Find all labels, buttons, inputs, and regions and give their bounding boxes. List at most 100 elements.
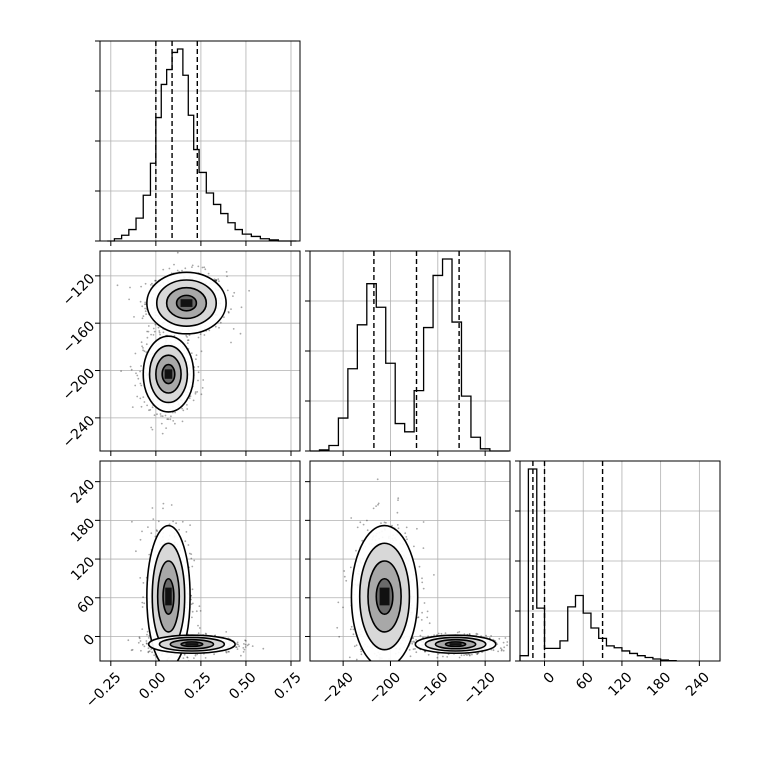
scatter-point [151,507,154,509]
scatter-point [204,632,207,635]
scatter-point [135,372,137,375]
scatter-point [160,415,162,417]
scatter-point [201,387,204,389]
scatter-point [233,291,236,294]
scatter-point [468,633,471,636]
scatter-point [157,520,160,523]
scatter-point [147,637,150,639]
scatter-point [405,526,408,529]
x-tick-label: −200 [366,669,405,708]
scatter-point [181,269,183,272]
scatter-point [199,333,202,335]
scatter-point [133,316,135,318]
scatter-point [237,643,239,646]
scatter-point [186,404,188,406]
x-tick-label: 0.50 [226,669,259,702]
scatter-point [182,662,184,664]
scatter-point [471,653,473,656]
scatter-point [214,325,217,328]
scatter-point [412,637,414,639]
scatter-point [147,647,150,650]
scatter-point [227,650,230,653]
scatter-point [186,656,189,658]
scatter-point [194,392,197,395]
scatter-point [176,251,179,254]
scatter-point [190,553,193,555]
scatter-point [236,648,239,650]
scatter-point [360,653,363,656]
scatter-point [151,651,154,654]
scatter-point [420,619,423,621]
scatter-point [198,605,201,608]
scatter-point [140,285,143,288]
scatter-point [139,370,142,373]
scatter-point [192,602,194,605]
scatter-point [215,279,218,281]
scatter-point [446,656,449,658]
scatter-point [175,522,178,525]
x-tick-label: 120 [605,669,635,699]
scatter-point [161,692,163,694]
scatter-point [131,520,133,523]
scatter-point [345,579,348,582]
x-tick-label: −160 [413,669,452,708]
scatter-point [262,647,265,650]
y-tick-label: −120 [60,271,99,310]
scatter-point [154,279,156,282]
scatter-point [466,654,468,656]
histogram-panel-2: 0 60 120 180 240 [515,460,721,700]
scatter-point [140,341,143,344]
scatter-point [190,603,193,606]
scatter-point [140,649,142,652]
histogram-steps [107,48,297,242]
scatter-point [208,329,211,332]
scatter-point [399,665,401,667]
scatter-point [136,374,139,377]
scatter-point [130,368,133,371]
scatter-point [141,305,144,308]
scatter-point [437,632,440,635]
scatter-point [336,626,339,629]
scatter-point [242,647,245,649]
scatter-point [376,478,379,481]
scatter-point [143,602,146,605]
scatter-point [485,634,487,637]
scatter-point [409,655,412,658]
scatter-point [502,649,505,652]
x-tick-label: 0.25 [181,669,214,702]
scatter-point [158,331,161,334]
scatter-point [194,654,197,657]
scatter-point [136,395,139,398]
scatter-point [169,678,171,680]
scatter-point [215,279,218,282]
scatter-point [421,577,423,580]
scatter-point [225,271,228,273]
scatter-point [164,671,166,673]
scatter-point [244,646,247,648]
scatter-point [422,547,425,549]
scatter-point [147,526,149,528]
scatter-point [142,596,145,598]
scatter-point [405,536,408,538]
scatter-point [230,341,232,344]
scatter-point [477,652,480,655]
scatter-point [152,661,154,663]
scatter-point [140,365,143,367]
scatter-point [460,654,463,657]
scatter-point [240,654,242,657]
scatter-point [468,633,471,636]
scatter-point [468,654,471,657]
scatter-point [359,679,361,681]
scatter-point [134,352,137,355]
scatter-point [192,399,195,402]
scatter-point [213,278,216,281]
scatter-point [352,628,355,631]
joint-density [127,502,265,694]
scatter-point [153,330,156,333]
scatter-point [151,282,153,285]
scatter-point [219,321,222,324]
scatter-point [416,527,418,530]
scatter-point [458,631,461,633]
density-peak [449,643,462,646]
scatter-point [225,631,228,633]
